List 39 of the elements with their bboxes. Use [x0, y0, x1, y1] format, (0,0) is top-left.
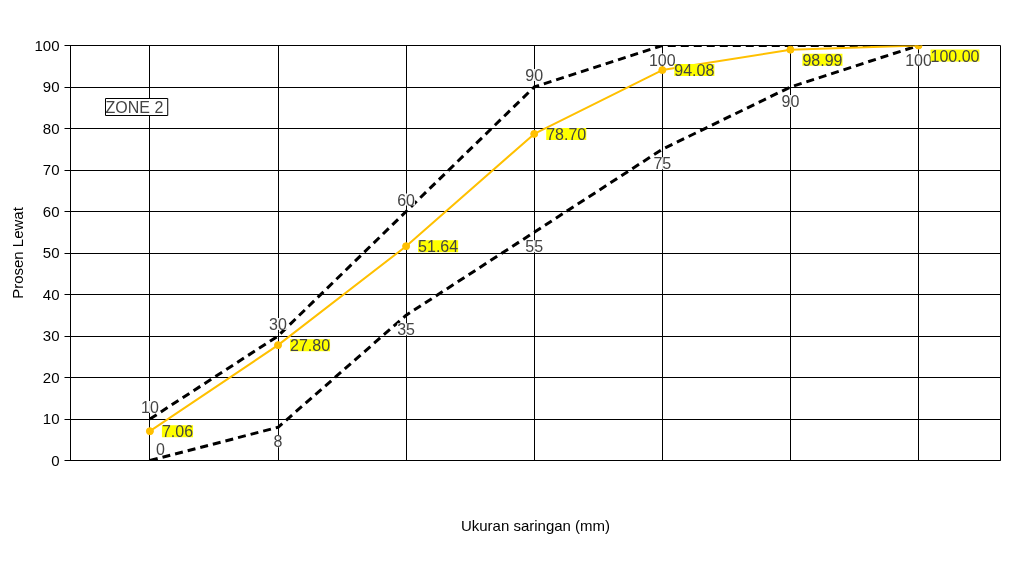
data-label: 100	[905, 51, 932, 69]
data-label: 30	[269, 316, 288, 333]
y-tick-label: 50	[42, 244, 60, 261]
point	[145, 427, 154, 436]
y-tick-label: 10	[42, 410, 60, 427]
data-label: 98.99	[802, 51, 843, 69]
point	[530, 129, 539, 138]
y-tick-label: 90	[42, 78, 60, 95]
data-label: 0	[155, 440, 165, 458]
data-label: 55	[525, 238, 544, 256]
y-axis-title: Prosen Lewat	[9, 206, 27, 299]
y-tick-label: 100	[34, 36, 60, 54]
data-label: 8	[273, 433, 283, 451]
point	[274, 341, 283, 350]
data-label: 60	[397, 191, 416, 209]
data-label: 94.08	[674, 62, 715, 80]
point	[658, 66, 667, 75]
x-axis-title: Ukuran saringan (mm)	[460, 516, 611, 534]
data-label: 10	[141, 399, 159, 416]
annotation: ZONE 2	[105, 98, 164, 116]
point	[402, 242, 411, 251]
data-label: 7.06	[161, 423, 194, 441]
data-label: 100	[648, 51, 676, 69]
data-label: 90	[525, 67, 544, 84]
data-label: 100.00	[930, 47, 980, 65]
y-tick-label: 70	[42, 161, 60, 178]
y-tick-label: 20	[42, 368, 60, 386]
data-label: 27.80	[290, 337, 331, 355]
y-tick-label: 0	[51, 451, 60, 469]
y-tick-label: 40	[42, 285, 60, 303]
y-tick-label: 80	[42, 119, 60, 137]
data-label: 35	[397, 321, 416, 339]
y-tick-label: 60	[42, 202, 60, 220]
point	[786, 45, 795, 54]
data-label: 78.70	[546, 125, 587, 143]
y-tick-label: 30	[42, 327, 60, 344]
data-label: 51.64	[418, 238, 459, 256]
data-label: 90	[781, 93, 800, 110]
data-label: 75	[653, 155, 672, 173]
